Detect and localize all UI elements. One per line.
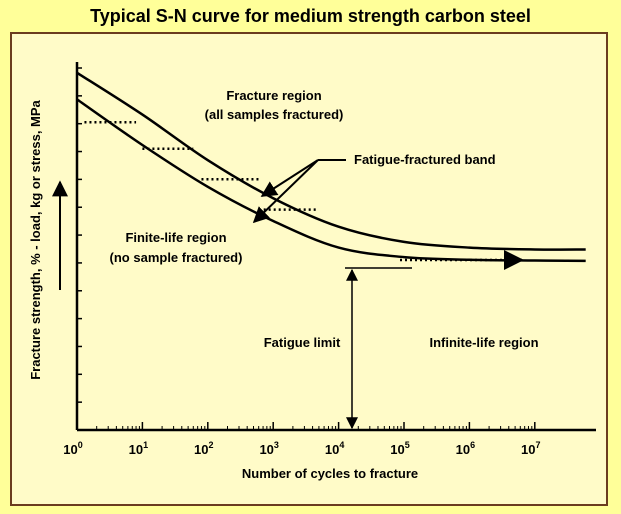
finite-life-sublabel: (no sample fractured) xyxy=(110,250,243,265)
chart-title: Typical S-N curve for medium strength ca… xyxy=(90,6,531,26)
fracture-region-sublabel: (all samples fractured) xyxy=(205,107,344,122)
x-tick-label: 103 xyxy=(259,440,278,457)
x-tick-label: 101 xyxy=(129,440,148,457)
band-pointer-arrow-lower xyxy=(252,159,319,224)
x-axis-label: Number of cycles to fracture xyxy=(242,466,418,481)
fatigue-band-label: Fatigue-fractured band xyxy=(354,152,496,167)
upper-boundary-curve xyxy=(76,71,586,251)
annotations-group: Fracture region (all samples fractured) Fa… xyxy=(110,88,539,430)
x-tick-label: 104 xyxy=(325,440,344,457)
fracture-region-label: Fracture region xyxy=(226,88,321,103)
finite-life-label: Finite-life region xyxy=(125,230,226,245)
x-tick-label: 107 xyxy=(521,440,540,457)
x-tick-label: 100 xyxy=(63,440,82,457)
fatigue-limit-label: Fatigue limit xyxy=(264,335,341,350)
infinite-life-label: Infinite-life region xyxy=(429,335,538,350)
x-ticks-group: 100 101 102 103 104 105 106 107 xyxy=(63,422,541,457)
x-tick-label: 102 xyxy=(194,440,213,457)
y-axis-label: Fracture strength, % - load, kg or stres… xyxy=(28,99,43,379)
x-tick-label: 106 xyxy=(456,440,475,457)
band-pointer-arrow-upper xyxy=(260,159,319,197)
y-ticks-group xyxy=(77,67,82,403)
x-tick-label: 105 xyxy=(390,440,409,457)
scatter-bands-group xyxy=(84,120,524,270)
